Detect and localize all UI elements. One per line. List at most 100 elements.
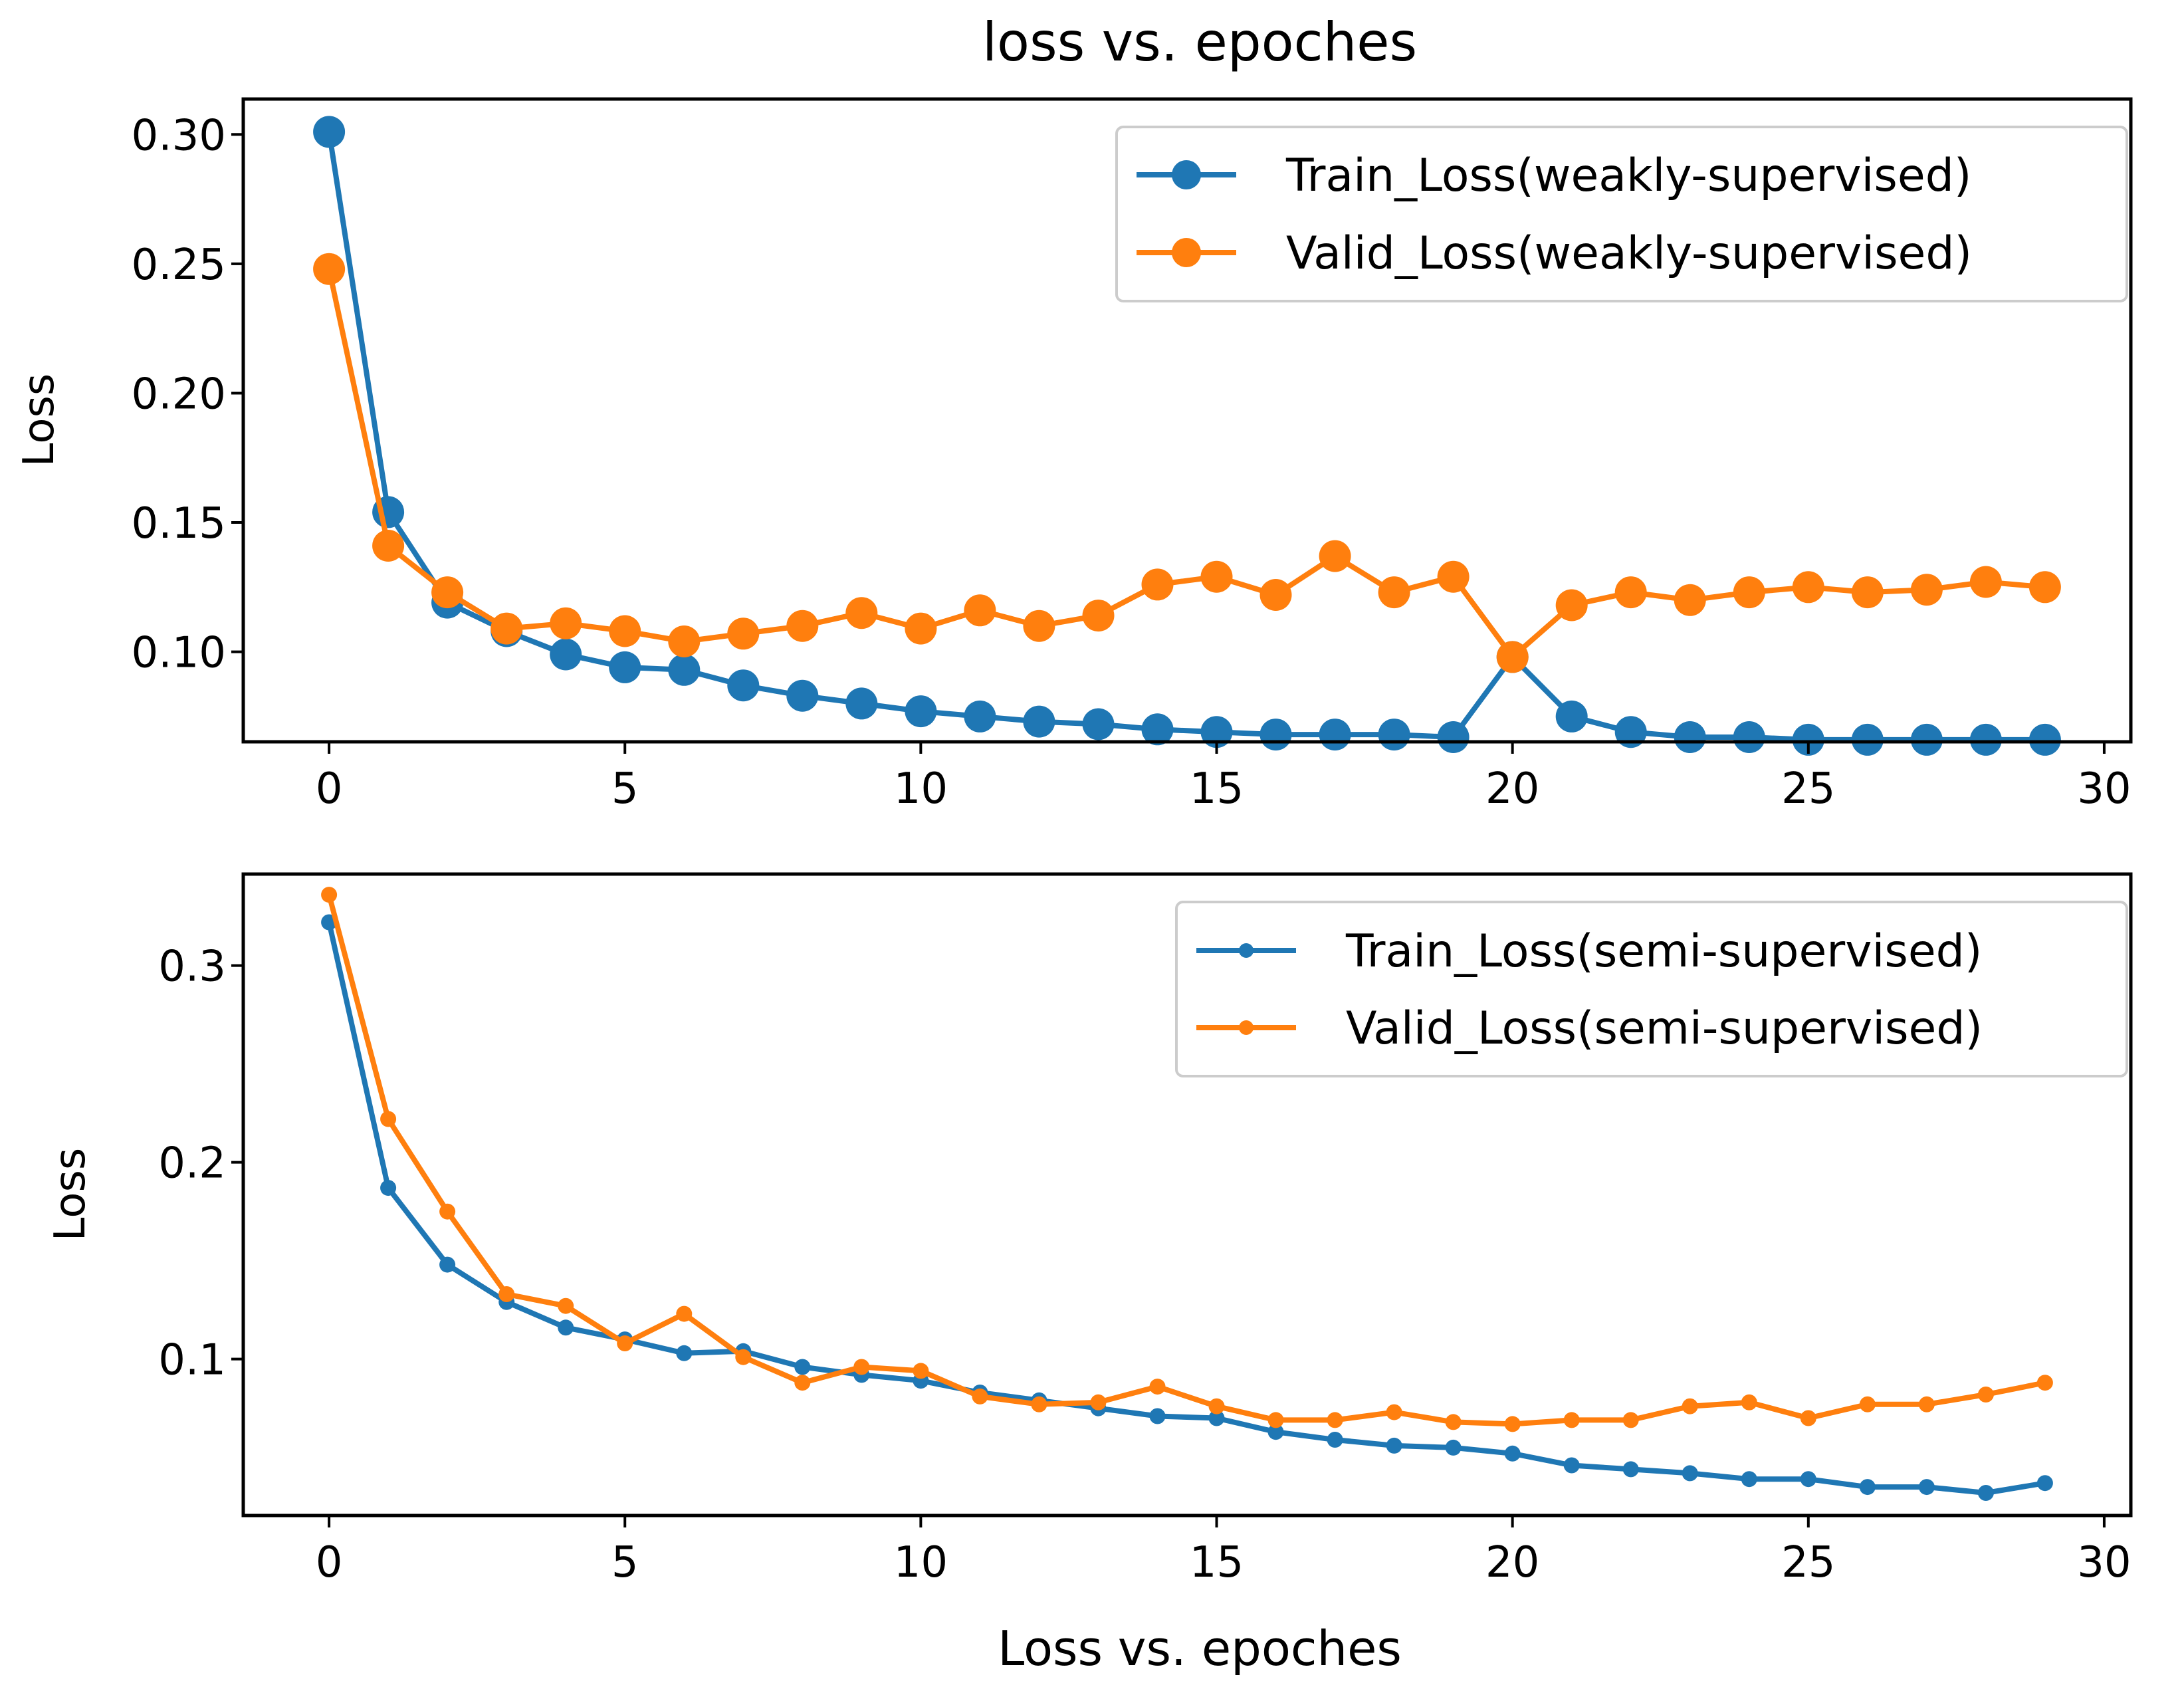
top-chart: 0 5 10 15 20 25 30 0.10 0.15 0.20 0.25 0.30 Loss T… <box>15 97 2133 814</box>
top-chart-series-1-point-15 <box>1200 560 1233 593</box>
top-chart-series-1-point-20 <box>1496 641 1529 673</box>
top-chart-series-0-point-0 <box>313 116 346 148</box>
bottom-chart-x-axis: 0 5 10 15 20 25 30 <box>316 1516 2131 1587</box>
bottom-chart-series-0-point-18 <box>1386 1437 1402 1454</box>
top-chart-series-0-point-9 <box>845 687 878 720</box>
top-chart-series-1-point-0 <box>313 253 346 285</box>
bottom-chart-legend: Train_Loss(semi-supervised) Valid_Loss(se… <box>1175 901 2128 1077</box>
top-chart-series-0-point-15 <box>1200 716 1233 748</box>
bottom-chart-series-0-point-24 <box>1741 1471 1757 1488</box>
top-chart-series-1-point-24 <box>1733 576 1765 609</box>
bottom-chart-frame <box>241 872 2133 1517</box>
top-chart-legend-label-0: Train_Loss(weakly-supervised) <box>1285 150 1971 202</box>
bottom-chart-series-0-point-26 <box>1859 1479 1876 1496</box>
top-chart-series-0-point-8 <box>786 679 819 712</box>
top-chart-series-0-point-23 <box>1674 721 1706 753</box>
bottom-chart-y-tick-label-0: 0.1 <box>158 1336 226 1385</box>
top-chart-series-0-point-21 <box>1555 700 1588 732</box>
top-chart-series-1-point-13 <box>1082 600 1115 632</box>
bottom-chart-y-axis: 0.1 0.2 0.3 <box>158 943 243 1385</box>
bottom-chart-series-1-point-28 <box>1977 1387 1994 1403</box>
bottom-chart-series-1-point-3 <box>498 1286 515 1302</box>
top-chart-series-1-point-9 <box>845 597 878 629</box>
bottom-chart-x-tick-label-1: 5 <box>611 1538 639 1587</box>
bottom-chart-series-0-point-29 <box>2036 1475 2053 1492</box>
top-chart-series-0-point-28 <box>1969 723 2002 756</box>
top-chart-x-tick-label-4: 20 <box>1485 764 1539 814</box>
bottom-chart-series-1-point-21 <box>1563 1412 1580 1428</box>
bottom-chart-x-tick-label-0: 0 <box>316 1538 343 1587</box>
top-chart-y-tick-label-0: 0.10 <box>132 629 227 678</box>
top-chart-series-0-point-6 <box>668 653 701 686</box>
bottom-chart-series-1-point-10 <box>913 1363 929 1379</box>
top-chart-series-1-point-11 <box>964 594 996 627</box>
bottom-chart-series-1-point-9 <box>853 1359 870 1375</box>
figure-title: loss vs. epoches <box>982 11 1417 73</box>
bottom-chart-series-1-point-23 <box>1682 1398 1698 1414</box>
top-chart-series-0-point-11 <box>964 700 996 732</box>
bottom-chart-x-tick-label-4: 20 <box>1485 1538 1539 1587</box>
top-chart-series-1-point-28 <box>1969 566 2002 598</box>
top-chart-series-1-point-5 <box>609 615 641 647</box>
bottom-chart-x-tick-label-5: 25 <box>1781 1538 1835 1587</box>
bottom-chart-series-0-point-2 <box>439 1256 456 1273</box>
top-chart-series-0-point-29 <box>2028 723 2061 756</box>
bottom-chart-series-1-point-5 <box>617 1335 633 1351</box>
bottom-chart-series-1-point-1 <box>380 1111 397 1127</box>
bottom-chart-legend-label-0: Train_Loss(semi-supervised) <box>1345 925 1982 978</box>
bottom-chart-series-0-point-22 <box>1622 1461 1639 1478</box>
top-chart-series-1-point-12 <box>1023 610 1055 642</box>
bottom-chart-series-1-point-16 <box>1267 1412 1284 1428</box>
bottom-chart-legend-box <box>1175 901 2128 1077</box>
top-chart-y-axis: 0.10 0.15 0.20 0.25 0.30 <box>132 111 243 678</box>
bottom-chart-series-0-point-8 <box>794 1359 811 1375</box>
bottom-chart-series-1-point-18 <box>1386 1404 1402 1420</box>
top-chart-series-0-point-13 <box>1082 708 1115 740</box>
bottom-chart-series-0-point-6 <box>676 1345 693 1361</box>
bottom-chart-series-1-point-0 <box>321 887 338 903</box>
top-chart-series-0-point-19 <box>1437 721 1470 753</box>
top-chart-series-1-point-16 <box>1259 579 1292 611</box>
bottom-chart-series-1-point-22 <box>1622 1412 1639 1428</box>
bottom-chart-y-tick-label-2: 0.3 <box>158 943 226 992</box>
top-chart-x-tick-label-1: 5 <box>611 764 639 814</box>
top-chart-series-1-point-18 <box>1378 576 1410 609</box>
top-chart-series-0-point-17 <box>1319 719 1351 751</box>
top-chart-y-tick-label-2: 0.20 <box>132 370 227 419</box>
top-chart-legend-marker-0 <box>1172 160 1201 189</box>
top-chart-y-tick-label-1: 0.15 <box>132 499 227 548</box>
top-chart-series-1-point-22 <box>1614 576 1647 609</box>
top-chart-series-1-point-21 <box>1555 589 1588 621</box>
bottom-chart-series-0-point-1 <box>380 1180 397 1196</box>
bottom-chart-x-label: Loss vs. epoches <box>998 1621 1402 1676</box>
top-chart-series-1-point-7 <box>727 618 760 650</box>
top-chart-legend: Train_Loss(weakly-supervised) Valid_Loss(… <box>1115 126 2128 302</box>
bottom-chart-series-0-point-20 <box>1504 1445 1521 1462</box>
top-chart-series-1-point-29 <box>2028 571 2061 604</box>
bottom-chart-plot <box>321 887 2053 1501</box>
bottom-chart-y-label: Loss <box>46 1148 95 1241</box>
bottom-chart-series-0-point-19 <box>1445 1439 1462 1456</box>
top-chart-series-1-point-26 <box>1851 576 1884 609</box>
bottom-chart-series-1-point-25 <box>1800 1410 1816 1426</box>
bottom-chart-legend-label-1: Valid_Loss(semi-supervised) <box>1346 1002 1983 1055</box>
top-chart-series-0-point-18 <box>1378 719 1410 751</box>
bottom-chart-series-1-point-12 <box>1031 1396 1047 1412</box>
top-chart-series-0-point-12 <box>1023 705 1055 738</box>
bottom-chart-x-tick-label-2: 10 <box>894 1538 948 1587</box>
bottom-chart-series-0-point-17 <box>1327 1432 1343 1448</box>
top-chart-x-tick-label-5: 25 <box>1781 764 1835 814</box>
top-chart-x-tick-label-2: 10 <box>894 764 948 814</box>
bottom-chart-series-1-point-8 <box>794 1375 811 1391</box>
top-chart-y-tick-label-4: 0.30 <box>132 111 227 160</box>
top-chart-series-1-point-19 <box>1437 560 1470 593</box>
top-chart-series-1-point-3 <box>491 612 523 645</box>
bottom-chart-series-1-point-26 <box>1859 1396 1876 1412</box>
bottom-chart-series-0-point-23 <box>1682 1465 1698 1482</box>
top-chart-legend-label-1: Valid_Loss(weakly-supervised) <box>1286 227 1972 280</box>
bottom-chart-series-1-point-2 <box>439 1203 456 1220</box>
bottom-chart-legend-marker-1 <box>1239 1020 1254 1035</box>
top-chart-frame <box>241 97 2133 744</box>
bottom-chart-legend-marker-0 <box>1239 943 1254 958</box>
